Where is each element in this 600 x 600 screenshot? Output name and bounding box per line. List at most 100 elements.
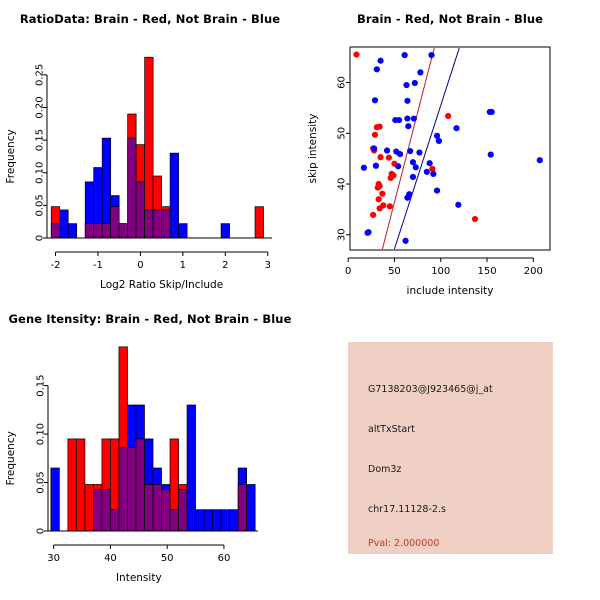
y-axis-tick-label: 0.05 (36, 471, 47, 493)
x-axis-label: include intensity (407, 285, 494, 297)
y-axis-label: Frequency (5, 129, 17, 183)
histogram-bar (254, 206, 264, 239)
y-axis-tick-label: 0.25 (35, 64, 46, 86)
scatter-point (377, 154, 384, 161)
scatter-point (386, 203, 393, 210)
x-axis-tick-label: 150 (477, 266, 496, 277)
histogram-bar-overlap (135, 438, 145, 532)
scatter-point (488, 108, 495, 116)
y-axis-tick-label: 0.10 (36, 423, 47, 445)
y-axis-tick-label: 30 (337, 228, 348, 241)
histogram-bar-overlap (101, 488, 111, 532)
scatter-point (409, 173, 417, 181)
scatter-point (433, 132, 441, 139)
histogram-bar (212, 509, 222, 532)
y-axis-label: skip intensity (307, 114, 319, 184)
scatter-point (471, 215, 479, 223)
x-axis-tick-label: 2 (222, 260, 228, 271)
histogram-bar-overlap (135, 181, 145, 239)
scatter-point (404, 97, 411, 104)
histogram-bar (50, 467, 60, 532)
scatter-point (373, 66, 380, 73)
scatter-point (404, 194, 411, 201)
scatter-point (423, 168, 430, 175)
x-axis-tick-label: 1 (180, 260, 186, 271)
histogram-bar-overlap (93, 488, 103, 532)
x-axis-tick-label: 60 (218, 553, 231, 564)
probe-id-text: G7138203@J923465@j_at (368, 384, 493, 395)
y-axis-tick-label: 0.15 (35, 129, 46, 151)
y-axis-tick-label: 40 (337, 178, 348, 191)
histogram-bar (229, 509, 239, 532)
gene-symbol-text: Dom3z (368, 464, 402, 475)
svg-ratio-content: 0 0.05 0.10 0.15 0.20 0.25 Frequency -2 -1 0 1 2 3 Lo… (5, 56, 272, 291)
histogram-bar-overlap (237, 484, 247, 532)
histogram-bar-overlap (50, 223, 61, 239)
histogram-bar-overlap (101, 223, 112, 239)
scatter-point (435, 137, 442, 144)
histogram-bar-overlap (127, 447, 137, 532)
histogram-bar (178, 223, 188, 239)
scatter-point (433, 187, 441, 194)
ratio-histogram-panel: RatioData: Brain - Red, Not Brain - Blue… (0, 0, 300, 300)
x-axis-tick-label: 0 (137, 260, 143, 271)
scatter-point (455, 201, 462, 208)
scatter-point (372, 162, 380, 169)
intensity-scatter-title: Brain - Red, Not Brain - Blue (356, 12, 544, 26)
scatter-point (416, 149, 423, 156)
scatter-point (417, 69, 424, 76)
scatter-point (370, 145, 378, 152)
x-axis-tick-label: 100 (431, 266, 450, 277)
histogram-bar (67, 223, 78, 239)
y-axis-tick-label: 0.20 (35, 96, 46, 118)
scatter-point (430, 170, 437, 177)
scatter-point (396, 150, 404, 158)
scatter-point (536, 157, 543, 164)
histogram-bar-overlap (118, 447, 128, 532)
scatter-point (402, 237, 409, 244)
histogram-bar (246, 484, 256, 532)
histogram-bar-overlap (169, 509, 179, 532)
histogram-bar-overlap (161, 209, 171, 239)
scatter-point (409, 159, 417, 166)
ratio-histogram-svg: 0 0.05 0.10 0.15 0.20 0.25 Frequency -2 -1 0 1 2 3 Lo… (5, 56, 272, 291)
histogram-bar-overlap (178, 488, 188, 532)
scatter-point (407, 147, 414, 155)
histogram-bar-overlap (161, 488, 171, 532)
histogram-bar-overlap (118, 223, 129, 239)
histogram-bar (186, 404, 196, 532)
scatter-point (375, 196, 382, 203)
x-axis-tick-label: 0 (345, 266, 351, 277)
scatter-point (401, 52, 408, 59)
histogram-bar (169, 152, 179, 239)
y-axis-tick-label: 50 (337, 127, 348, 140)
plot-area (353, 47, 543, 250)
scatter-series (353, 51, 479, 223)
scatter-point (412, 164, 419, 171)
scatter-point (428, 52, 435, 59)
y-axis-tick-label: 60 (337, 76, 348, 89)
scatter-point (395, 163, 402, 170)
y-axis-tick-label: 0 (35, 235, 46, 241)
histogram-bars (50, 56, 264, 239)
gene-intensity-histogram-svg: 0 0.05 0.10 0.15 Frequency 30 40 50 60 Intensity (5, 346, 258, 584)
histogram-bar-overlap (144, 484, 154, 532)
y-axis-label: Frequency (5, 431, 17, 485)
ratio-histogram-title: RatioData: Brain - Red, Not Brain - Blue (19, 12, 281, 26)
histogram-bar (76, 438, 86, 532)
scatter-point (353, 51, 360, 58)
scatter-point (487, 151, 494, 158)
x-axis-tick-label: 40 (104, 553, 117, 564)
scatter-point (387, 174, 394, 182)
scatter-point (453, 125, 460, 132)
x-axis-tick-label: 200 (524, 266, 543, 277)
histogram-bar-overlap (93, 223, 103, 239)
scatter-point (445, 112, 452, 120)
genomic-location-text: chr17.11128-2.s (368, 504, 446, 515)
scatter-point (379, 190, 386, 197)
histogram-bar-overlap (144, 209, 154, 239)
x-axis-tick-label: -1 (93, 260, 103, 271)
scatter-point (377, 57, 384, 64)
scatter-point (410, 115, 417, 122)
intensity-scatter-svg: 30 40 50 60 skip intensity 0 50 100 150 200 includ… (307, 46, 551, 297)
